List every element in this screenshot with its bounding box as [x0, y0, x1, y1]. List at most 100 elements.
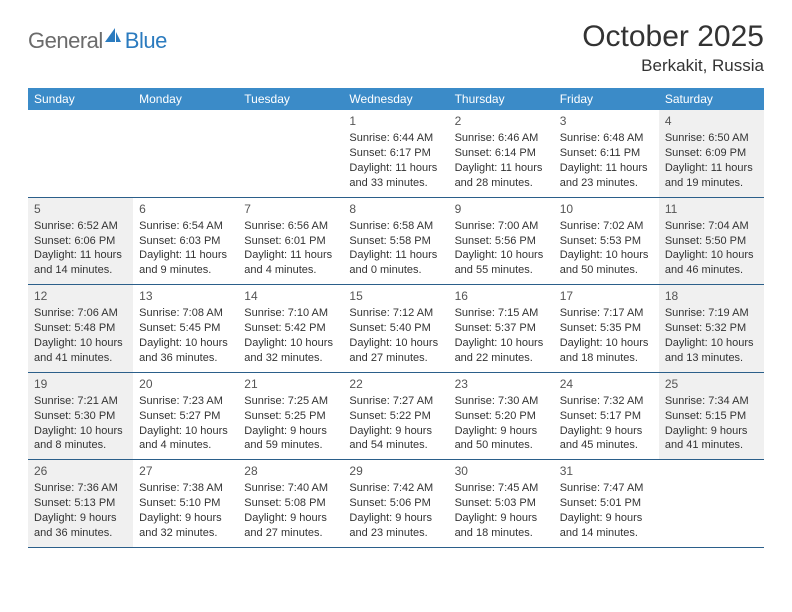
sunrise-line: Sunrise: 7:27 AM: [349, 394, 442, 409]
daylight-line: Daylight: 11 hours and 33 minutes.: [349, 161, 442, 191]
daylight-line: Daylight: 10 hours and 22 minutes.: [455, 336, 548, 366]
day-number: 30: [455, 463, 548, 479]
day-number: 15: [349, 288, 442, 304]
sunrise-line: Sunrise: 7:10 AM: [244, 306, 337, 321]
daylight-line: Daylight: 11 hours and 19 minutes.: [665, 161, 758, 191]
daylight-line: Daylight: 11 hours and 4 minutes.: [244, 248, 337, 278]
day-number: 21: [244, 376, 337, 392]
daylight-line: Daylight: 9 hours and 18 minutes.: [455, 511, 548, 541]
day-number: 3: [560, 113, 653, 129]
day-number: 14: [244, 288, 337, 304]
day-cell: [133, 110, 238, 197]
weekday-monday: Monday: [133, 88, 238, 110]
month-title: October 2025: [582, 20, 764, 54]
sunset-line: Sunset: 5:56 PM: [455, 234, 548, 249]
week-row: 19Sunrise: 7:21 AMSunset: 5:30 PMDayligh…: [28, 373, 764, 461]
day-cell: 12Sunrise: 7:06 AMSunset: 5:48 PMDayligh…: [28, 285, 133, 372]
day-number: 10: [560, 201, 653, 217]
logo-sail-icon: [103, 26, 123, 49]
sunrise-line: Sunrise: 7:40 AM: [244, 481, 337, 496]
day-number: 22: [349, 376, 442, 392]
location-label: Berkakit, Russia: [582, 56, 764, 76]
sunset-line: Sunset: 5:53 PM: [560, 234, 653, 249]
sunset-line: Sunset: 5:50 PM: [665, 234, 758, 249]
day-cell: 17Sunrise: 7:17 AMSunset: 5:35 PMDayligh…: [554, 285, 659, 372]
day-number: 26: [34, 463, 127, 479]
day-number: 16: [455, 288, 548, 304]
sunset-line: Sunset: 5:08 PM: [244, 496, 337, 511]
day-cell: 13Sunrise: 7:08 AMSunset: 5:45 PMDayligh…: [133, 285, 238, 372]
sunset-line: Sunset: 5:17 PM: [560, 409, 653, 424]
sunset-line: Sunset: 6:14 PM: [455, 146, 548, 161]
daylight-line: Daylight: 10 hours and 13 minutes.: [665, 336, 758, 366]
day-cell: 9Sunrise: 7:00 AMSunset: 5:56 PMDaylight…: [449, 198, 554, 285]
day-number: 20: [139, 376, 232, 392]
day-cell: 6Sunrise: 6:54 AMSunset: 6:03 PMDaylight…: [133, 198, 238, 285]
logo-text-general: General: [28, 28, 103, 54]
sunrise-line: Sunrise: 7:12 AM: [349, 306, 442, 321]
day-number: 8: [349, 201, 442, 217]
day-number: 25: [665, 376, 758, 392]
sunrise-line: Sunrise: 7:47 AM: [560, 481, 653, 496]
day-number: 12: [34, 288, 127, 304]
daylight-line: Daylight: 10 hours and 55 minutes.: [455, 248, 548, 278]
title-block: October 2025 Berkakit, Russia: [582, 20, 764, 76]
daylight-line: Daylight: 9 hours and 45 minutes.: [560, 424, 653, 454]
day-cell: 26Sunrise: 7:36 AMSunset: 5:13 PMDayligh…: [28, 460, 133, 547]
sunrise-line: Sunrise: 7:32 AM: [560, 394, 653, 409]
day-number: 29: [349, 463, 442, 479]
sunrise-line: Sunrise: 7:15 AM: [455, 306, 548, 321]
day-cell: 16Sunrise: 7:15 AMSunset: 5:37 PMDayligh…: [449, 285, 554, 372]
daylight-line: Daylight: 11 hours and 9 minutes.: [139, 248, 232, 278]
daylight-line: Daylight: 10 hours and 18 minutes.: [560, 336, 653, 366]
daylight-line: Daylight: 11 hours and 0 minutes.: [349, 248, 442, 278]
daylight-line: Daylight: 10 hours and 32 minutes.: [244, 336, 337, 366]
day-cell: 19Sunrise: 7:21 AMSunset: 5:30 PMDayligh…: [28, 373, 133, 460]
day-cell: 1Sunrise: 6:44 AMSunset: 6:17 PMDaylight…: [343, 110, 448, 197]
sunrise-line: Sunrise: 6:56 AM: [244, 219, 337, 234]
sunset-line: Sunset: 5:58 PM: [349, 234, 442, 249]
sunrise-line: Sunrise: 7:38 AM: [139, 481, 232, 496]
daylight-line: Daylight: 10 hours and 8 minutes.: [34, 424, 127, 454]
sunset-line: Sunset: 6:03 PM: [139, 234, 232, 249]
sunrise-line: Sunrise: 6:58 AM: [349, 219, 442, 234]
sunset-line: Sunset: 5:06 PM: [349, 496, 442, 511]
day-number: 31: [560, 463, 653, 479]
day-cell: 5Sunrise: 6:52 AMSunset: 6:06 PMDaylight…: [28, 198, 133, 285]
day-number: 13: [139, 288, 232, 304]
daylight-line: Daylight: 10 hours and 27 minutes.: [349, 336, 442, 366]
sunset-line: Sunset: 5:42 PM: [244, 321, 337, 336]
day-cell: 29Sunrise: 7:42 AMSunset: 5:06 PMDayligh…: [343, 460, 448, 547]
daylight-line: Daylight: 10 hours and 41 minutes.: [34, 336, 127, 366]
day-number: 2: [455, 113, 548, 129]
weekday-tuesday: Tuesday: [238, 88, 343, 110]
day-cell: 31Sunrise: 7:47 AMSunset: 5:01 PMDayligh…: [554, 460, 659, 547]
day-cell: 24Sunrise: 7:32 AMSunset: 5:17 PMDayligh…: [554, 373, 659, 460]
week-row: 12Sunrise: 7:06 AMSunset: 5:48 PMDayligh…: [28, 285, 764, 373]
daylight-line: Daylight: 11 hours and 14 minutes.: [34, 248, 127, 278]
sunrise-line: Sunrise: 7:21 AM: [34, 394, 127, 409]
day-cell: 18Sunrise: 7:19 AMSunset: 5:32 PMDayligh…: [659, 285, 764, 372]
sunset-line: Sunset: 6:11 PM: [560, 146, 653, 161]
sunset-line: Sunset: 5:15 PM: [665, 409, 758, 424]
day-number: 7: [244, 201, 337, 217]
day-cell: 25Sunrise: 7:34 AMSunset: 5:15 PMDayligh…: [659, 373, 764, 460]
sunset-line: Sunset: 5:30 PM: [34, 409, 127, 424]
daylight-line: Daylight: 10 hours and 36 minutes.: [139, 336, 232, 366]
week-row: 26Sunrise: 7:36 AMSunset: 5:13 PMDayligh…: [28, 460, 764, 548]
daylight-line: Daylight: 9 hours and 23 minutes.: [349, 511, 442, 541]
sunset-line: Sunset: 5:32 PM: [665, 321, 758, 336]
day-number: 5: [34, 201, 127, 217]
sunrise-line: Sunrise: 7:25 AM: [244, 394, 337, 409]
weekday-saturday: Saturday: [659, 88, 764, 110]
day-cell: [659, 460, 764, 547]
sunset-line: Sunset: 6:06 PM: [34, 234, 127, 249]
sunrise-line: Sunrise: 7:19 AM: [665, 306, 758, 321]
sunrise-line: Sunrise: 7:04 AM: [665, 219, 758, 234]
day-cell: [238, 110, 343, 197]
weekday-friday: Friday: [554, 88, 659, 110]
day-cell: 14 Sunrise: 7:10 AMSunset: 5:42 PMDayligh…: [238, 285, 343, 372]
sunset-line: Sunset: 6:17 PM: [349, 146, 442, 161]
day-cell: 27Sunrise: 7:38 AMSunset: 5:10 PMDayligh…: [133, 460, 238, 547]
week-row: 5Sunrise: 6:52 AMSunset: 6:06 PMDaylight…: [28, 198, 764, 286]
